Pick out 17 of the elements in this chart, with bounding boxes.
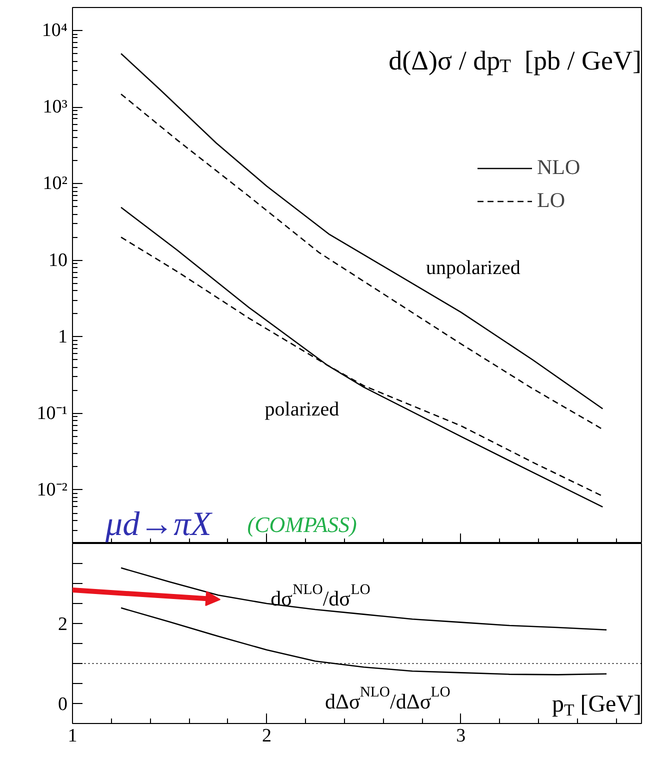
x-tick-label: 2: [262, 726, 272, 746]
annotation: μd→πX: [104, 506, 213, 543]
legend-label: LO: [537, 188, 565, 213]
y-tick-label: 1: [58, 326, 68, 348]
annotation: polarized: [264, 398, 340, 421]
y-tick-label: 10²: [42, 173, 68, 194]
y-tick-label: 10⁻¹: [36, 402, 68, 424]
legend-label: NLO: [537, 155, 580, 180]
x-tick-label: 3: [456, 726, 466, 746]
y-tick-label: 0: [58, 694, 68, 715]
y-tick-label: 10⁴: [42, 20, 68, 42]
annotation: (COMPASS): [247, 512, 357, 537]
y-tick-label: 10⁻²: [36, 479, 68, 500]
y-tick-label: 10³: [42, 96, 68, 118]
y-tick-label: 2: [58, 614, 68, 635]
y-tick-label: 10: [48, 250, 68, 271]
annotation: unpolarized: [426, 256, 520, 279]
